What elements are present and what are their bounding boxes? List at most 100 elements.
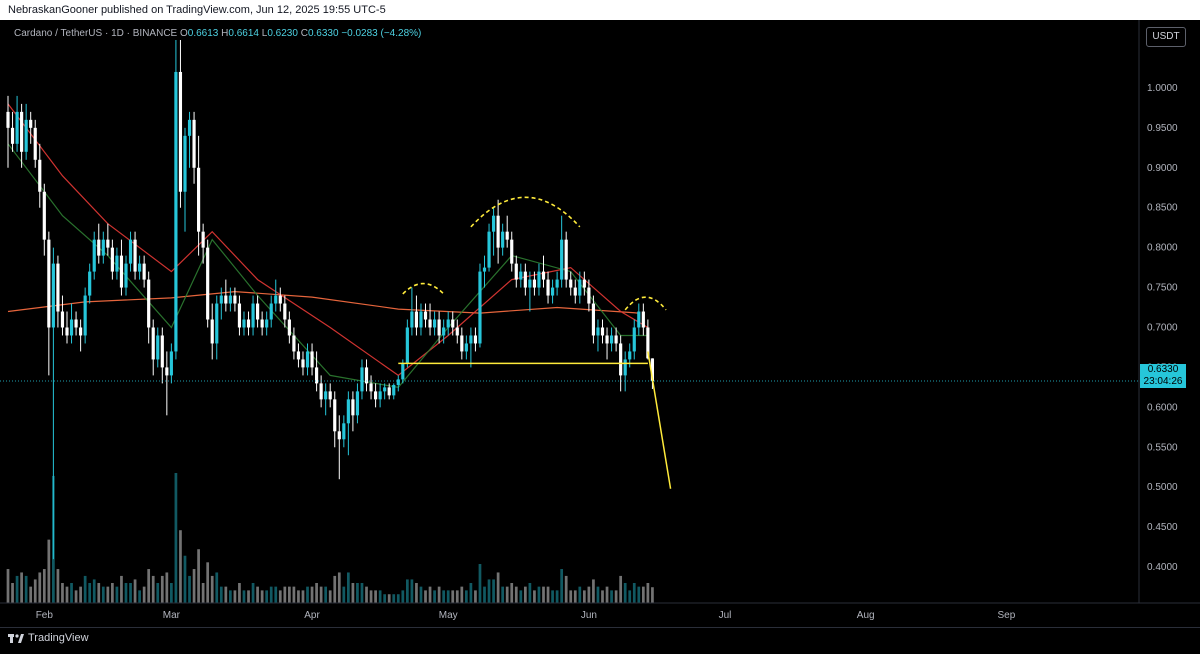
candle: [560, 215, 564, 288]
volume-bar: [74, 590, 78, 603]
open-label: O: [180, 28, 188, 39]
volume-bar: [256, 586, 259, 603]
candle: [60, 295, 65, 336]
time-tick-label: Sep: [997, 610, 1015, 621]
volume-bar: [297, 590, 300, 603]
candle-body: [260, 319, 264, 328]
tradingview-brand[interactable]: TradingView: [8, 632, 89, 644]
volume-bar: [328, 590, 332, 603]
candle-body: [546, 279, 550, 296]
candle-body: [42, 191, 46, 240]
volume-bar: [142, 586, 146, 603]
candle: [151, 319, 155, 376]
candle-body: [591, 303, 596, 336]
candle-body: [478, 271, 482, 344]
volume-bar: [560, 569, 564, 603]
volume-bar: [192, 569, 196, 603]
candle: [242, 311, 246, 336]
candle: [324, 383, 328, 416]
volume-bar: [614, 590, 618, 603]
volume-bar: [392, 594, 396, 603]
candle: [147, 271, 151, 344]
volume-bar: [83, 575, 87, 603]
volume-bar: [47, 539, 51, 603]
candle: [328, 383, 332, 408]
volume-bar: [160, 575, 164, 603]
candle: [374, 383, 378, 408]
candle-body: [33, 127, 37, 160]
candle-body: [296, 351, 301, 360]
candle-body: [600, 327, 605, 336]
candle-body: [396, 379, 400, 385]
price-tick-label: 0.7000: [1147, 322, 1178, 333]
candle: [219, 287, 223, 320]
candle-body: [165, 367, 169, 376]
candle: [33, 119, 37, 168]
volume-bar: [15, 575, 19, 603]
candle: [650, 358, 655, 389]
candle: [251, 295, 255, 336]
candle: [183, 127, 187, 232]
candle: [510, 231, 514, 272]
volume-bar: [156, 582, 160, 603]
price-tick-label: 0.9000: [1147, 163, 1178, 174]
moving-average-line: [7, 143, 648, 389]
volume-bar: [628, 590, 632, 603]
candle: [197, 135, 201, 256]
volume-bar: [483, 586, 486, 603]
candle-body: [369, 383, 373, 392]
candle-body: [587, 287, 591, 304]
low-label: L: [261, 28, 268, 39]
candle-body: [151, 327, 155, 360]
candle-body: [405, 327, 409, 364]
volume-bar: [605, 586, 609, 603]
candle-body: [138, 263, 142, 272]
volume-bar: [79, 586, 82, 603]
volume-bar: [210, 575, 214, 603]
candle-body: [537, 271, 541, 288]
candle-body: [101, 239, 105, 256]
candle-body: [206, 247, 210, 320]
volume-bar: [505, 586, 509, 603]
volume-bar: [20, 572, 23, 603]
candle-body: [337, 431, 341, 440]
candle: [491, 207, 496, 256]
candle: [301, 351, 305, 376]
candle-body: [360, 367, 364, 392]
currency-button[interactable]: USDT: [1146, 27, 1186, 47]
candle: [228, 287, 232, 312]
candle-body: [623, 359, 627, 376]
candle: [10, 111, 15, 152]
candle: [369, 375, 373, 400]
candle-body: [69, 319, 74, 336]
volume-bar: [219, 586, 223, 603]
time-tick-label: Mar: [163, 610, 181, 621]
volume-bar: [247, 590, 250, 603]
volume-bar: [410, 579, 414, 603]
candle: [20, 103, 24, 168]
candle: [310, 343, 314, 376]
change-value: −0.0283 (−4.28%): [341, 28, 422, 39]
candle-body: [215, 303, 219, 344]
candle-body: [128, 239, 133, 264]
candle: [396, 375, 400, 392]
volume-bar: [129, 582, 132, 603]
volume-bar: [646, 582, 650, 603]
candle-body: [147, 279, 151, 328]
candle-body: [505, 231, 509, 240]
candle: [614, 327, 618, 352]
candle-body: [142, 263, 146, 280]
volume-bar: [451, 590, 455, 603]
candle-body: [156, 335, 160, 360]
price-chart[interactable]: 1.0000 0.9500 0.9000 0.8500 0.8000 0.7500 0.70…: [0, 20, 1200, 627]
candle: [56, 255, 60, 328]
candle: [256, 295, 260, 328]
candle-body: [65, 327, 69, 336]
candle: [246, 311, 251, 336]
volume-bar: [65, 586, 69, 603]
candle: [224, 279, 228, 312]
candle: [637, 303, 641, 336]
volume-bar: [269, 586, 273, 603]
volume-bar: [310, 586, 314, 603]
candle-body: [256, 303, 260, 320]
